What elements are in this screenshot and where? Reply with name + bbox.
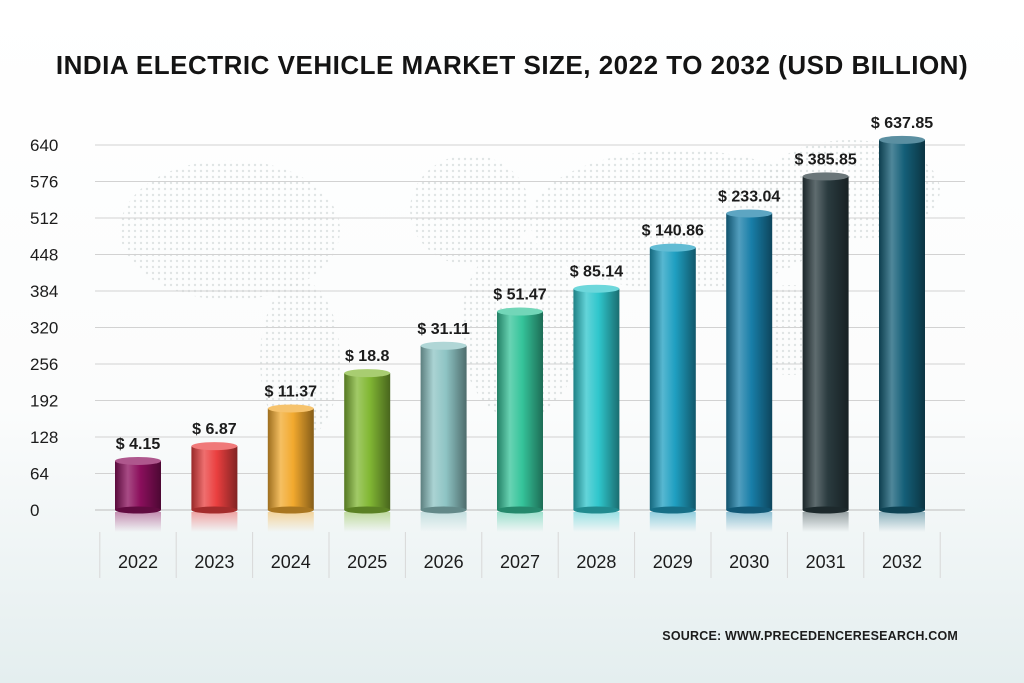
bar-2022: $ 4.15 [115, 436, 161, 514]
source-note: SOURCE: WWW.PRECEDENCERESEARCH.COM [662, 629, 958, 643]
bar-bottom-cap [573, 506, 620, 514]
x-tick-label: 2032 [882, 552, 922, 572]
bar-top-cap [497, 307, 543, 316]
y-tick-label: 64 [30, 465, 49, 484]
bar-top-cap [726, 209, 773, 218]
bar-top-cap [267, 404, 314, 413]
bar-2024: $ 11.37 [265, 383, 318, 514]
bar-bottom-cap [267, 506, 314, 514]
x-tick-label: 2024 [271, 552, 311, 572]
bar-top-cap [649, 243, 696, 252]
bar [497, 311, 543, 510]
bar-top-cap [420, 341, 467, 350]
x-tick-label: 2027 [500, 552, 540, 572]
bar-bottom-cap [344, 506, 391, 514]
bar-bottom-cap [802, 506, 849, 514]
bar-top-cap [879, 135, 925, 144]
data-label: $ 233.04 [718, 188, 780, 205]
bar [879, 139, 925, 510]
y-tick-label: 384 [30, 282, 58, 301]
x-tick-label: 2022 [118, 552, 158, 572]
bar-reflection [649, 512, 696, 532]
bar [115, 460, 161, 510]
bar-2030: $ 233.04 [718, 188, 780, 514]
y-tick-label: 448 [30, 246, 58, 265]
bar-bottom-cap [879, 506, 925, 514]
bar-bottom-cap [649, 506, 696, 514]
bars: $ 4.15 $ 6.87 $ 11.37 $ 18.8 $ 31.11 $ 51.47 $… [115, 115, 933, 514]
bar-top-cap [802, 172, 849, 181]
bar-reflection [420, 512, 467, 532]
bar-bottom-cap [420, 506, 467, 514]
y-tick-label: 192 [30, 392, 58, 411]
data-label: $ 11.37 [265, 383, 318, 400]
bar-2028: $ 85.14 [570, 264, 623, 514]
x-tick-label: 2023 [194, 552, 234, 572]
bar-2027: $ 51.47 [493, 287, 547, 514]
bar-2032: $ 637.85 [871, 115, 933, 514]
data-label: $ 85.14 [570, 264, 623, 281]
y-tick-label: 320 [30, 319, 58, 338]
y-tick-label: 640 [30, 136, 58, 155]
bar-reflection [191, 512, 238, 532]
x-tick-label: 2028 [576, 552, 616, 572]
data-label: $ 637.85 [871, 115, 933, 132]
x-tick-label: 2030 [729, 552, 769, 572]
data-label: $ 385.85 [794, 151, 856, 168]
bar-top-cap [573, 284, 620, 293]
bar-reflections [115, 512, 925, 532]
bar-reflection [344, 512, 391, 532]
y-axis: 0 64 128 192 256 320 384 448 512 576 640 [30, 136, 58, 520]
data-label: $ 4.15 [116, 436, 161, 453]
bar-2031: $ 385.85 [794, 151, 857, 514]
bar-reflection [267, 512, 314, 532]
bar [344, 373, 391, 510]
x-tick-label: 2031 [806, 552, 846, 572]
data-label: $ 6.87 [192, 421, 237, 438]
x-tick-label: 2026 [424, 552, 464, 572]
data-label: $ 140.86 [642, 223, 704, 240]
bar-bottom-cap [497, 506, 543, 514]
bar [420, 345, 467, 510]
data-label: $ 18.8 [345, 348, 390, 365]
bar-bottom-cap [115, 506, 161, 514]
bar-2029: $ 140.86 [642, 223, 704, 514]
bar [802, 176, 849, 510]
x-axis: 2022 2023 2024 2025 2026 2027 2028 2029 2030 2031… [118, 552, 922, 572]
category-dividers [99, 532, 941, 578]
bar-reflection [497, 512, 543, 532]
bar-2026: $ 31.11 [417, 321, 470, 514]
y-tick-label: 256 [30, 355, 58, 374]
bar-reflection [115, 512, 161, 532]
bar [267, 408, 314, 510]
bar-top-cap [115, 456, 161, 465]
bar [649, 247, 696, 510]
bar-reflection [879, 512, 925, 532]
bar [191, 446, 238, 510]
bar-top-cap [191, 442, 238, 451]
bar-bottom-cap [726, 506, 773, 514]
y-tick-label: 128 [30, 428, 58, 447]
bar [726, 213, 773, 510]
x-tick-label: 2025 [347, 552, 387, 572]
bar-reflection [726, 512, 773, 532]
bar-reflection [802, 512, 849, 532]
chart-title: INDIA ELECTRIC VEHICLE MARKET SIZE, 2022… [55, 50, 969, 80]
x-tick-label: 2029 [653, 552, 693, 572]
y-tick-label: 0 [30, 501, 39, 520]
bar-top-cap [344, 369, 391, 378]
y-tick-label: 576 [30, 173, 58, 192]
y-tick-label: 512 [30, 209, 58, 228]
bar [573, 288, 620, 510]
bar-reflection [573, 512, 620, 532]
data-label: $ 51.47 [493, 287, 546, 304]
bar-2023: $ 6.87 [191, 421, 238, 514]
bar-bottom-cap [191, 506, 238, 514]
data-label: $ 31.11 [417, 321, 470, 338]
bar-2025: $ 18.8 [344, 348, 391, 514]
